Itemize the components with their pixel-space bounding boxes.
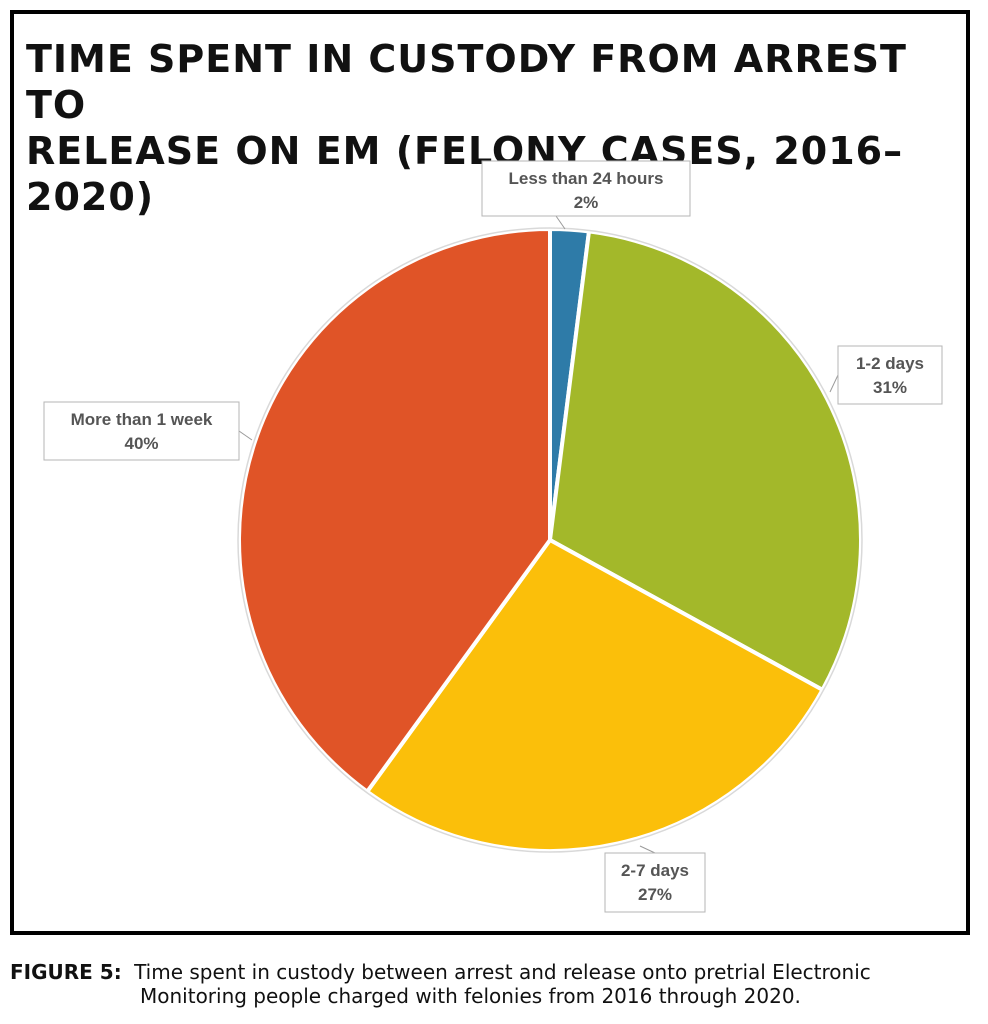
chart-title-line-1: TIME SPENT IN CUSTODY FROM ARREST TO (26, 37, 907, 127)
label-box-2-7-days (604, 852, 706, 913)
category-label-1-2-days: 1-2 days (856, 354, 924, 373)
data-label-more-than-1-week: More than 1 week 40% (43, 401, 253, 461)
label-box-less-than-24-hours (481, 160, 691, 217)
leader-line-more-than-1-week (238, 430, 253, 441)
leader-line-1-2-days (829, 374, 839, 393)
data-label-less-than-24-hours: Less than 24 hours 2% (481, 160, 691, 230)
caption-text-line-2: Monitoring people charged with felonies … (140, 984, 801, 1008)
category-label-2-7-days: 2-7 days (621, 861, 689, 880)
data-label-1-2-days: 1-2 days 31% (829, 345, 943, 405)
caption-label: FIGURE 5: (10, 960, 122, 984)
caption-text-line-1: Time spent in custody between arrest and… (134, 960, 871, 984)
value-label-2-7-days: 27% (638, 885, 672, 904)
leader-line-2-7-days (639, 845, 656, 854)
pie-slice-1-2-days (548, 229, 863, 692)
chart-title-line-2: RELEASE ON EM (FELONY CASES, 2016–2020) (26, 129, 904, 219)
pie-slices (237, 226, 863, 853)
value-label-less-than-24-hours: 2% (574, 193, 599, 212)
pie-slice-more-than-1-week (237, 227, 552, 794)
label-box-more-than-1-week (43, 401, 240, 461)
category-label-less-than-24-hours: Less than 24 hours (509, 169, 664, 188)
value-label-1-2-days: 31% (873, 378, 907, 397)
category-label-more-than-1-week: More than 1 week (71, 410, 213, 429)
figure-caption: FIGURE 5: Time spent in custody between … (10, 960, 980, 1008)
data-label-2-7-days: 2-7 days 27% (604, 845, 706, 913)
label-box-1-2-days (837, 345, 943, 405)
chart-title: TIME SPENT IN CUSTODY FROM ARREST TO REL… (26, 36, 956, 220)
pie-slice-2-7-days (365, 538, 825, 853)
pie-outline (237, 227, 863, 853)
leader-line-less-than-24-hours (555, 215, 566, 230)
value-label-more-than-1-week: 40% (124, 434, 158, 453)
